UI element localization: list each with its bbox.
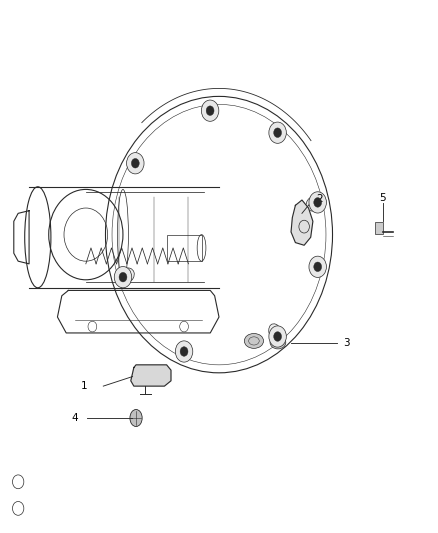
Polygon shape — [131, 365, 171, 386]
Circle shape — [201, 100, 219, 122]
Circle shape — [127, 152, 144, 174]
Circle shape — [274, 128, 282, 138]
Text: 5: 5 — [379, 193, 386, 204]
Circle shape — [269, 122, 286, 143]
Circle shape — [114, 266, 132, 288]
Polygon shape — [291, 200, 313, 245]
Ellipse shape — [130, 409, 142, 426]
Circle shape — [314, 198, 321, 207]
Circle shape — [309, 256, 326, 278]
Circle shape — [309, 192, 326, 213]
Ellipse shape — [244, 334, 264, 349]
Text: 4: 4 — [71, 413, 78, 423]
Text: 2: 2 — [316, 194, 323, 204]
Circle shape — [175, 341, 193, 362]
Ellipse shape — [269, 324, 283, 342]
Circle shape — [314, 262, 321, 272]
Text: 1: 1 — [80, 381, 87, 391]
Ellipse shape — [270, 336, 286, 349]
Circle shape — [269, 326, 286, 347]
Ellipse shape — [118, 268, 134, 284]
Circle shape — [274, 332, 282, 341]
Circle shape — [180, 346, 188, 356]
Circle shape — [131, 158, 139, 168]
Circle shape — [119, 272, 127, 282]
Bar — [375, 222, 383, 233]
Circle shape — [206, 106, 214, 116]
Text: 3: 3 — [344, 337, 350, 348]
Bar — [166, 235, 201, 261]
Ellipse shape — [306, 196, 322, 211]
